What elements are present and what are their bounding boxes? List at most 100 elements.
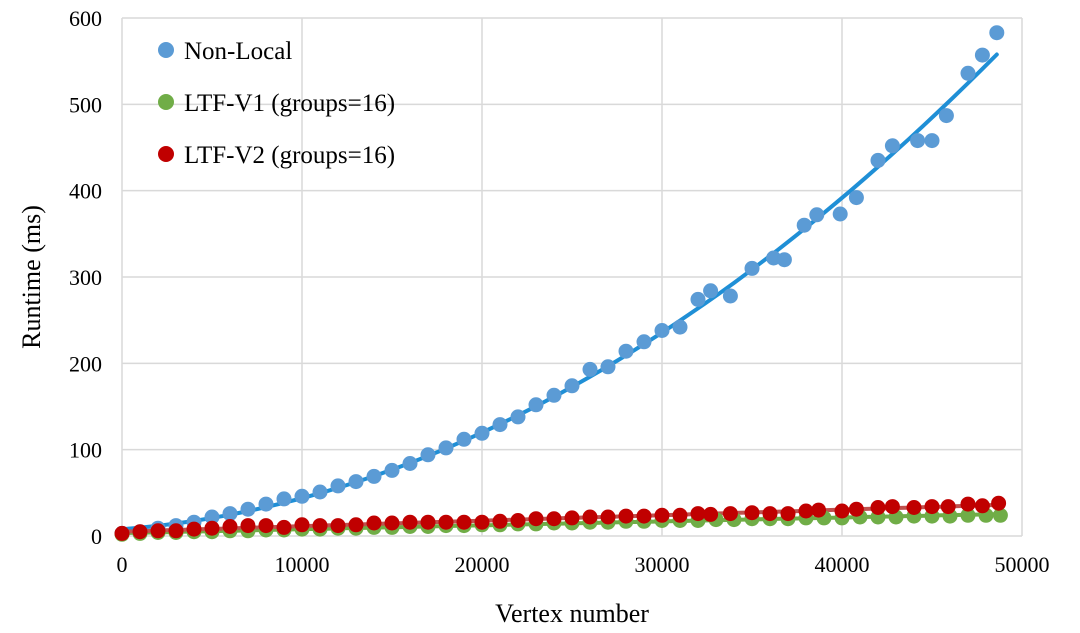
data-point [366,515,382,531]
data-point [992,507,1008,523]
data-point [222,506,238,522]
data-point [384,462,400,478]
data-point [834,503,850,519]
x-tick-label: 30000 [635,552,690,577]
y-tick-label: 300 [69,265,102,290]
data-point [722,506,738,522]
legend: Non-Local LTF-V1 (groups=16) LTF-V2 (group… [158,38,395,169]
data-point [258,518,274,534]
data-point [294,488,310,504]
data-point [402,456,418,471]
data-point [348,517,364,533]
y-tick-label: 500 [69,92,102,117]
data-point [884,499,900,515]
data-point [924,499,940,515]
trendlines [120,52,1003,536]
data-point [974,498,990,514]
data-point [510,513,526,528]
data-point [420,514,436,530]
data-point [924,133,940,149]
data-point [582,509,598,525]
x-axis-title: Vertex number [495,599,649,628]
data-point [456,431,472,447]
data-point [222,519,238,534]
data-point [690,506,706,522]
legend-marker [158,42,174,58]
data-point [618,508,634,524]
data-point [546,511,562,527]
data-point [600,359,616,375]
data-point [974,47,990,63]
data-point [564,510,580,526]
data-point [811,502,827,518]
data-point [960,65,976,81]
data-point [312,518,328,534]
legend-label: LTF-V2 (groups=16) [184,142,395,169]
data-point [636,334,652,350]
data-point [938,108,954,124]
data-point [798,503,814,519]
data-point [848,501,864,517]
data-point [809,207,825,223]
data-point [366,468,382,484]
data-point [492,417,508,433]
data-point [910,133,926,149]
data-point [884,138,900,154]
y-tick-label: 0 [91,524,102,549]
data-point [240,501,256,517]
legend-label: LTF-V1 (groups=16) [184,90,395,117]
data-points [114,25,1008,542]
data-point [703,506,719,522]
data-point [564,378,580,394]
data-point [438,440,454,456]
data-point [960,507,976,523]
x-tick-label: 20000 [455,552,510,577]
y-tick-label: 600 [69,6,102,31]
data-point [474,425,490,441]
data-point [960,496,976,512]
data-point [276,491,292,507]
data-point [204,520,220,536]
tick-labels: 0 10000 20000 30000 40000 50000 0 100 200 300 400 5… [69,6,1050,577]
data-point [114,525,130,541]
data-point [744,260,760,276]
data-point [546,387,562,403]
data-point [600,509,616,525]
data-point [906,500,922,515]
y-tick-label: 200 [69,351,102,376]
data-point [150,523,166,539]
data-point [796,217,812,233]
x-tick-label: 50000 [995,552,1050,577]
data-point [940,499,956,515]
data-point [258,496,274,512]
data-point [240,518,256,534]
data-point [989,25,1005,41]
data-point [132,524,148,540]
data-point [474,514,490,530]
gridlines [121,17,1023,537]
data-point [832,206,848,222]
y-tick-label: 100 [69,438,102,463]
data-point [722,288,738,304]
data-point [528,397,544,413]
legend-marker [158,94,174,110]
data-point [703,283,719,299]
data-point [636,508,652,524]
data-point [384,515,400,531]
data-point [402,514,418,530]
data-point [870,152,886,168]
data-point [330,518,346,534]
data-point [348,474,364,490]
legend-label: Non-Local [184,38,292,65]
data-point [186,521,202,537]
data-point [582,361,598,377]
x-tick-label: 40000 [815,552,870,577]
y-axis-title: Runtime (ms) [17,205,46,349]
data-point [690,291,706,307]
data-point [456,514,472,530]
data-point [510,409,526,425]
data-point [870,500,886,515]
data-point [848,190,864,206]
data-point [276,519,292,535]
